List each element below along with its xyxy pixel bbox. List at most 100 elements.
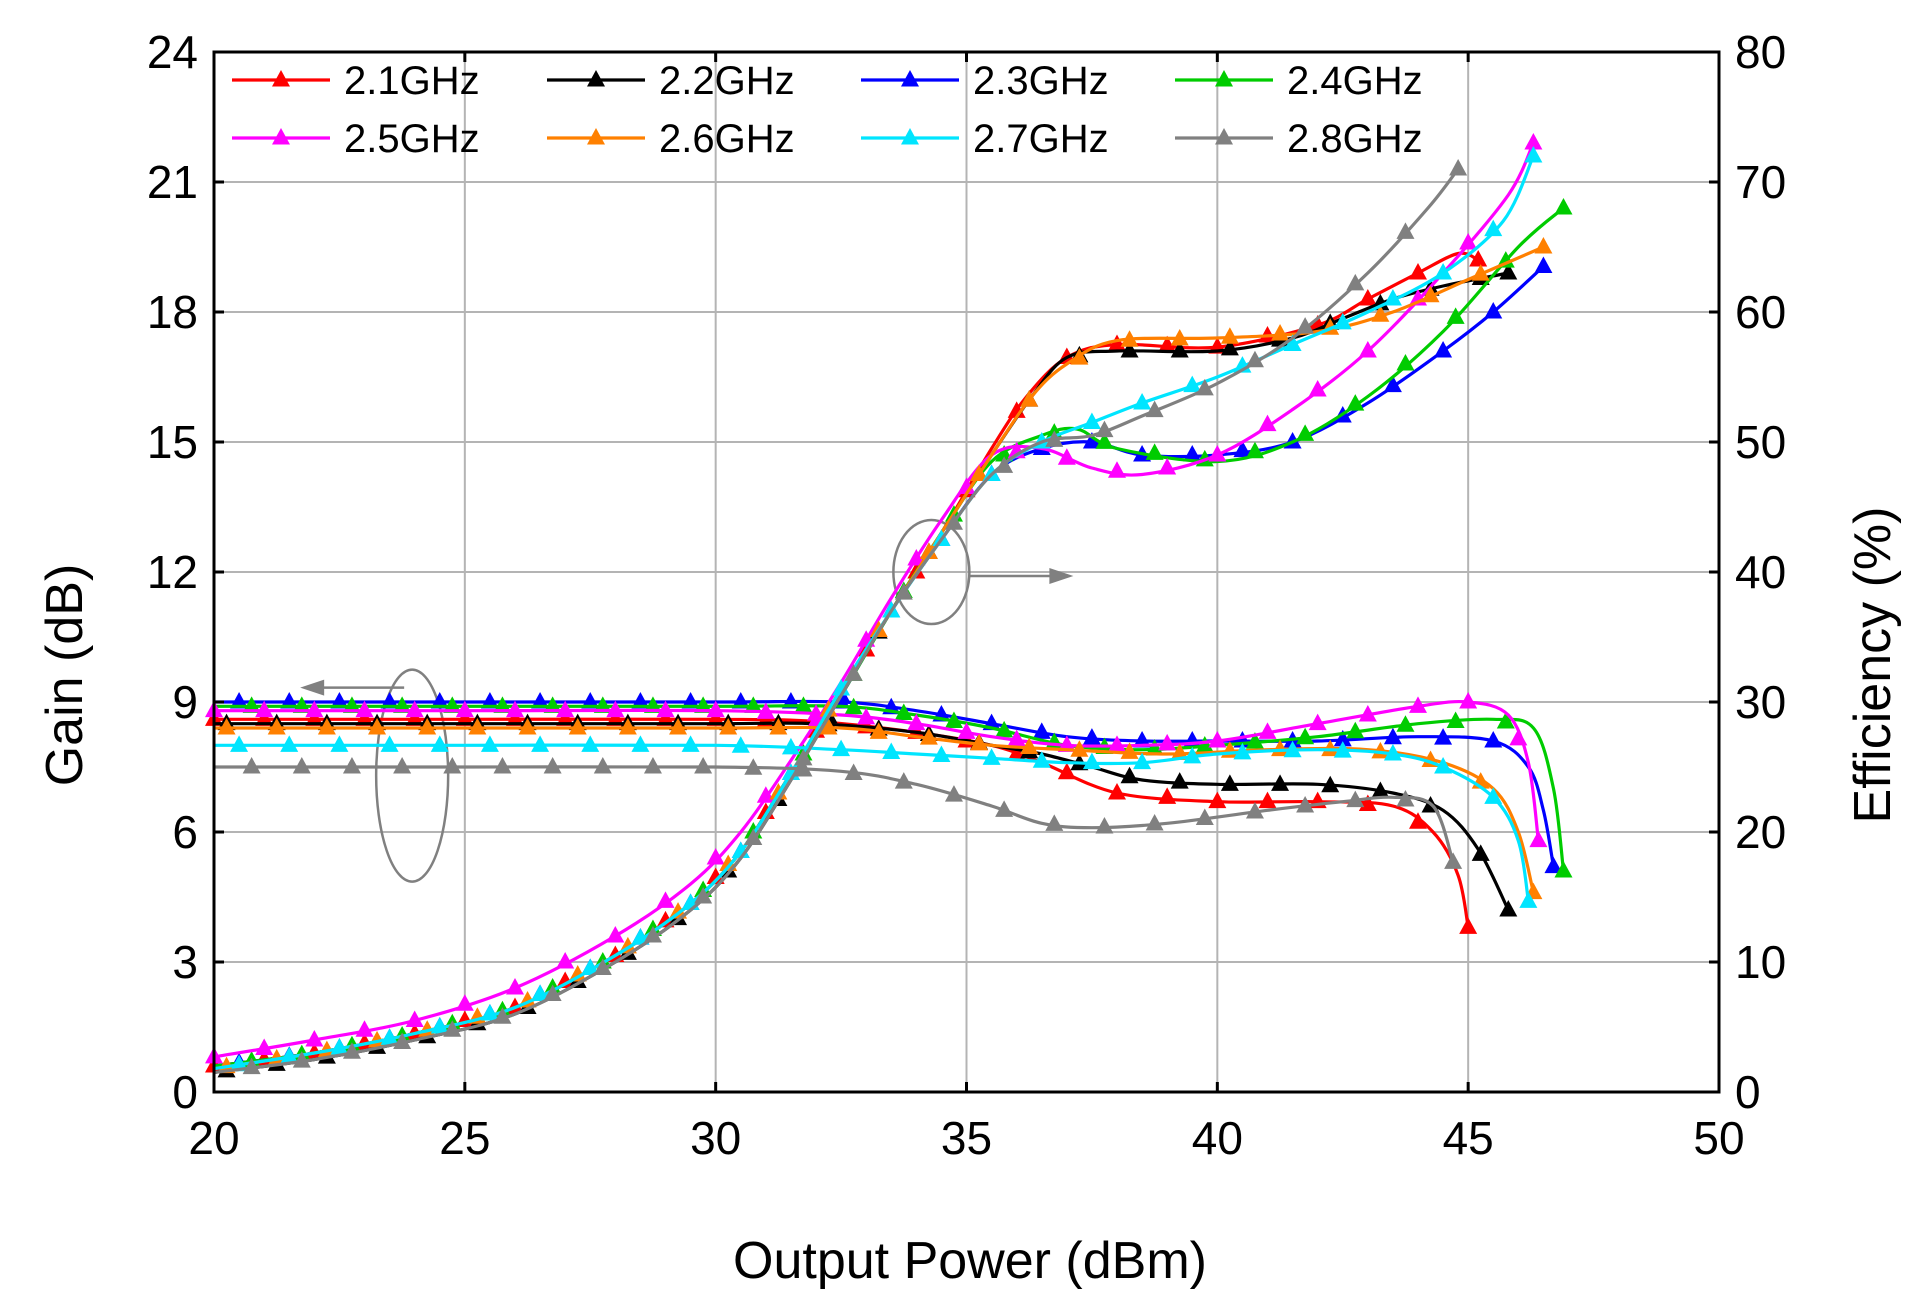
series-layer [205,133,1573,1078]
gain-point-end [1444,852,1463,869]
gain-point [230,692,249,709]
gain-point [593,696,612,713]
legend-label: 2.8GHz [1287,117,1423,161]
gain-point [631,735,650,752]
gain-point [405,709,424,726]
y-right-tick-label: 70 [1735,156,1786,208]
x-tick-label: 30 [690,1112,741,1164]
efficiency-point [1296,424,1315,441]
gain-point [1484,787,1503,804]
efficiency-point-end [1524,133,1543,150]
annotations [300,518,1074,883]
gain-point [857,707,876,725]
efficiency-point [606,926,625,943]
gain-point-end [1554,861,1573,878]
gain-point [694,757,713,774]
efficiency-point [1095,420,1114,438]
efficiency-point [706,848,725,865]
gain-point [1032,751,1051,768]
efficiency-line-2.3GHz [213,265,1545,1068]
axis-ticks: 20 25 30 35 40 45 5003691215182124010203040506… [147,26,1786,1164]
efficiency-point-end [1554,198,1573,215]
gain-point [907,713,926,731]
efficiency-point [1258,414,1277,432]
efficiency-point [230,1054,249,1072]
efficiency-point [1120,341,1139,358]
gain-point [1346,790,1365,808]
efficiency-point [907,549,926,566]
efficiency-point [568,965,587,982]
efficiency-point [957,477,976,494]
gain-point [1145,738,1164,756]
gain-point [217,718,236,735]
efficiency-point [556,952,575,969]
gain-point [882,742,901,760]
gain-point [769,718,788,735]
gain-point [480,692,499,709]
gain-point [618,718,637,735]
gain-point [330,692,349,709]
efficiency-line-2.7GHz [213,155,1535,1071]
gain-point [493,696,512,713]
y-axis-left-title: Gain (dB) [36,564,94,787]
efficiency-point [944,513,963,530]
legend-item-2.6GHz: 2.6GHz [547,117,795,161]
gain-point [631,692,650,709]
legend-swatch-marker [272,128,290,145]
gain-point [832,739,851,757]
legend-label: 2.4GHz [1287,59,1423,103]
efficiency-point [1434,263,1453,280]
gain-line-2.6GHz [214,725,1535,894]
efficiency-point [694,887,713,904]
x-tick-label: 45 [1443,1112,1494,1164]
gain-point [1045,814,1064,831]
efficiency-point [1245,441,1264,459]
gain-point [944,785,963,802]
efficiency-point [1346,394,1365,411]
gain-point [944,711,963,728]
gain-point [656,700,675,718]
gain-point [506,700,524,718]
gain-point [430,692,449,709]
gain-point [455,709,474,726]
gain-point [1321,739,1340,757]
efficiency-point [1045,430,1064,447]
gain-point [844,763,863,780]
annotation-ellipse [374,668,450,883]
efficiency-point-end [1449,159,1468,176]
gain-point [1195,736,1214,753]
x-tick-label: 20 [188,1112,239,1164]
efficiency-point [1183,445,1202,462]
x-tick-label: 40 [1192,1112,1243,1164]
efficiency-point [832,679,851,696]
legend-item-2.8GHz: 2.8GHz [1175,117,1423,161]
gain-point [230,735,249,752]
efficiency-point [1459,233,1478,250]
gain-point [393,696,412,713]
gain-point [393,757,412,774]
gain-point [995,800,1014,817]
gain-point [280,735,299,752]
efficiency-point [330,1038,349,1055]
efficiency-line-2.8GHz [213,168,1460,1075]
y-right-tick-label: 10 [1735,936,1786,988]
efficiency-point [1145,400,1164,418]
efficiency-point [1245,350,1264,368]
gain-point-end [1544,856,1563,874]
gain-point-end [1499,900,1518,917]
efficiency-point [430,1017,449,1034]
gain-point [418,718,437,735]
gain-point [1434,757,1453,774]
gain-point [1308,713,1327,731]
efficiency-point [1383,375,1402,393]
y-left-tick-label: 0 [172,1066,198,1118]
gain-point [543,696,562,713]
efficiency-point [581,958,600,975]
efficiency-point [1358,289,1377,306]
gain-point [305,709,324,726]
gain-point [1020,737,1039,754]
efficiency-point [995,456,1014,473]
gain-point [430,735,449,752]
gain-point-end [1529,830,1548,848]
efficiency-point [480,1004,499,1021]
